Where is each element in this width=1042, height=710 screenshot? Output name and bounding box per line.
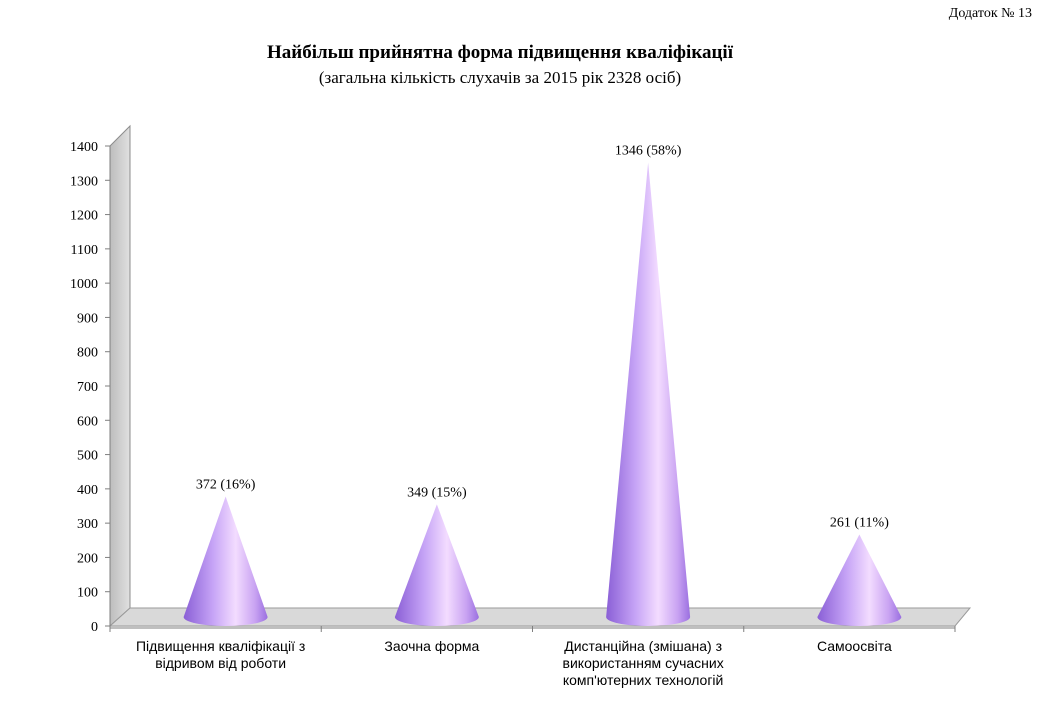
data-label: 349 (15%)	[407, 485, 467, 500]
y-tick-label: 1000	[70, 277, 98, 292]
x-category-label: Дистанційна (змішана) з використанням су…	[562, 638, 724, 688]
appendix-label: Додаток № 13	[948, 6, 1032, 21]
cone-body	[183, 496, 268, 626]
cone-body	[606, 162, 691, 626]
data-label: 1346 (58%)	[615, 144, 682, 159]
y-tick-label: 1100	[71, 243, 98, 258]
data-label: 372 (16%)	[196, 477, 256, 492]
y-tick-label: 1300	[70, 174, 98, 189]
side-wall	[109, 124, 131, 628]
y-tick-label: 400	[77, 483, 98, 498]
y-tick-label: 1400	[70, 140, 98, 155]
y-tick-label: 0	[91, 620, 98, 635]
cone-body	[394, 504, 479, 626]
y-tick-label: 600	[77, 414, 98, 429]
cone-bar	[606, 162, 691, 626]
cone-body	[817, 534, 902, 626]
y-tick-label: 900	[77, 311, 98, 326]
y-tick-label: 500	[77, 449, 98, 464]
cone-bar	[183, 496, 268, 626]
x-category-label: Заочна форма	[384, 638, 480, 654]
cone-bar	[817, 534, 902, 626]
x-category-label: Самоосвіта	[816, 638, 892, 654]
chart-subtitle: (загальна кількість слухачів за 2015 рік…	[318, 68, 682, 87]
x-category-label: Підвищення кваліфікації з відривом від р…	[135, 638, 306, 671]
y-tick-label: 100	[77, 586, 98, 601]
y-tick-label: 200	[77, 551, 98, 566]
y-tick-label: 300	[77, 517, 98, 532]
y-tick-label: 700	[77, 380, 98, 395]
y-tick-label: 800	[77, 346, 98, 361]
chart-title: Найбільш прийнятна форма підвищення квал…	[266, 42, 733, 63]
data-label: 261 (11%)	[830, 516, 889, 531]
cone-bar	[394, 504, 479, 626]
y-tick-label: 1200	[70, 209, 98, 224]
